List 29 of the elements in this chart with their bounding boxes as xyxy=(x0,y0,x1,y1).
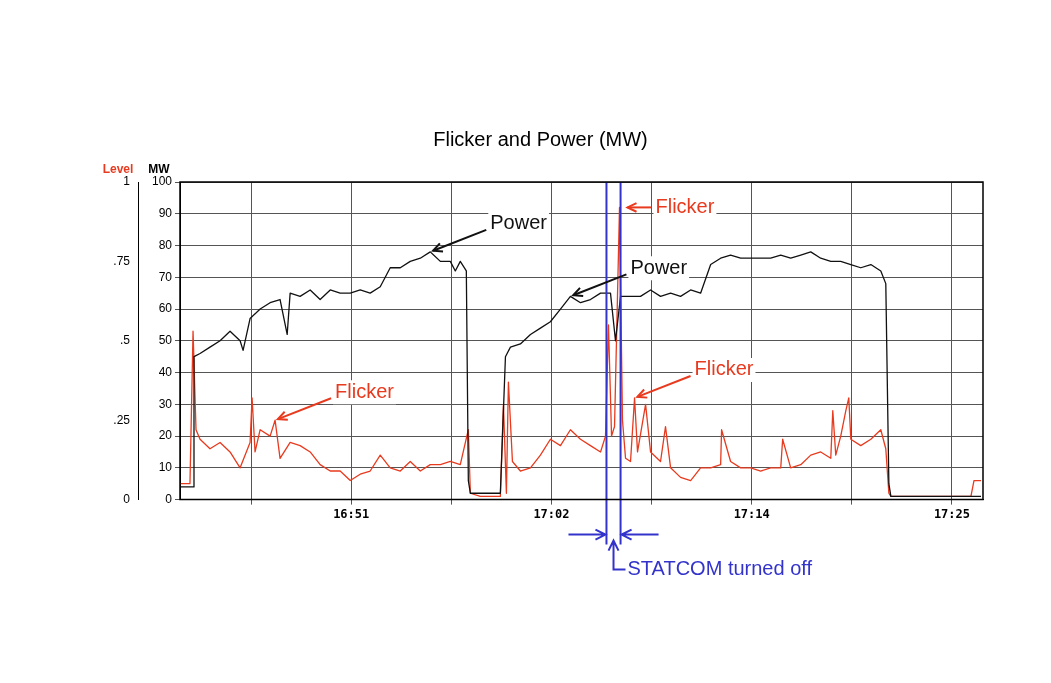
chart-title: Flicker and Power (MW) xyxy=(433,127,648,150)
annotation: Flicker xyxy=(655,194,715,217)
annotation: Power xyxy=(490,211,548,234)
x-tick-label: 17:02 xyxy=(533,506,570,521)
y2-tick-label: .5 xyxy=(119,333,131,348)
y-tick-label: 30 xyxy=(158,396,173,411)
y-tick-label: 20 xyxy=(158,428,173,443)
y-tick-label: 80 xyxy=(158,237,173,252)
y2-tick-label: .25 xyxy=(113,412,131,427)
annotation: Power xyxy=(630,255,688,278)
y-tick-label: 50 xyxy=(158,333,173,348)
y2-tick-label: 1 xyxy=(123,174,131,189)
y2-axis-title: Level xyxy=(102,162,134,177)
x-tick-label: 17:25 xyxy=(933,506,970,521)
x-tick-label: 17:14 xyxy=(733,506,770,521)
y-tick-label: 0 xyxy=(165,491,173,506)
y2-tick-label: 0 xyxy=(123,491,131,506)
y-tick-label: 100 xyxy=(151,174,173,189)
y-tick-label: 70 xyxy=(158,269,173,284)
y-tick-label: 90 xyxy=(158,206,173,221)
annotation: Flicker xyxy=(694,357,754,380)
annotation: Flicker xyxy=(335,379,395,402)
x-tick-label: 16:51 xyxy=(333,506,370,521)
y-tick-label: 60 xyxy=(158,301,173,316)
y-axis-title: MW xyxy=(148,162,171,177)
y2-tick-label: .75 xyxy=(113,253,131,268)
y-tick-label: 10 xyxy=(158,460,173,475)
text: STATCOM turned off xyxy=(627,557,813,580)
y-tick-label: 40 xyxy=(158,364,173,379)
